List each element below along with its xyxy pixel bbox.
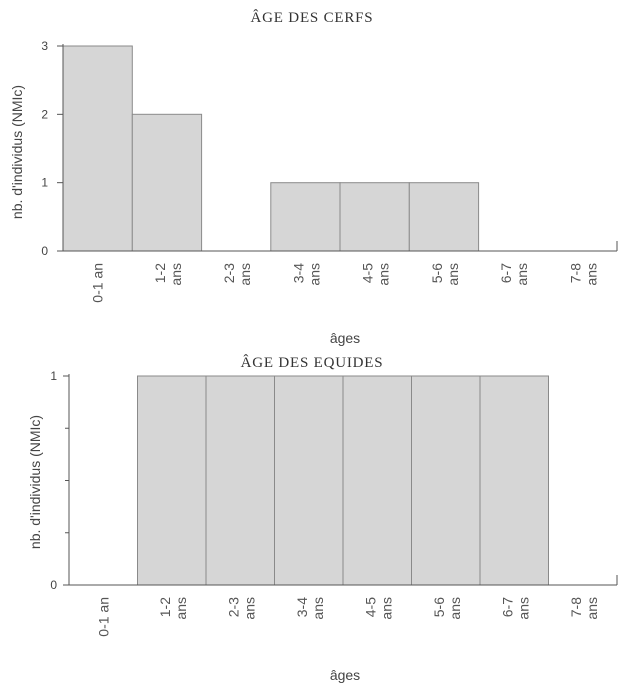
axes: 010-1 an 1-2ans 2-3ans 3-4ans 4-5ans 5-6ans 6-… — [50, 369, 618, 637]
x-tick-label-line: ans — [445, 263, 461, 286]
x-tick-label-line: 3-4 — [290, 263, 306, 283]
bar — [342, 375, 412, 586]
x-tick-label-line: ans — [514, 263, 530, 286]
x-tick-label-line: 6-7 — [498, 263, 514, 283]
x-tick-label-line: ans — [447, 597, 463, 620]
x-tick-label-line: 2-3 — [221, 263, 237, 283]
x-tick-label-line: 7-8 — [568, 597, 584, 617]
x-tick-label-line: ans — [378, 597, 394, 620]
chart-equides: ÂGE DES EQUIDES nb. d'individus (NMIc) â… — [27, 354, 618, 683]
bar — [137, 375, 207, 586]
x-tick-label-line: ans — [376, 263, 392, 286]
bar-layer — [137, 375, 549, 586]
x-tick-label-line: ans — [168, 263, 184, 286]
x-tick-label-line: ans — [306, 263, 322, 286]
x-axis-label: âges — [330, 667, 360, 683]
x-tick-label-line: ans — [310, 597, 326, 620]
x-tick-label-line: ans — [173, 597, 189, 620]
x-tick-label: 5-6ans — [431, 597, 463, 620]
x-tick-label-line: ans — [241, 597, 257, 620]
bar — [339, 182, 410, 252]
bar — [270, 182, 341, 252]
y-axis-label: nb. d'individus (NMIc) — [9, 85, 25, 219]
bar — [274, 375, 344, 586]
x-tick-label-line: 3-4 — [294, 597, 310, 617]
x-tick-label: 3-4ans — [290, 263, 322, 286]
y-tick-label: 3 — [41, 39, 48, 53]
x-tick-label: 5-6ans — [429, 263, 461, 286]
x-tick-label-line: 0-1 an — [95, 597, 111, 637]
x-tick-label: 4-5ans — [360, 263, 392, 286]
x-tick-label: 2-3ans — [221, 263, 253, 286]
x-tick-label-line: ans — [237, 263, 253, 286]
x-tick-label-line: ans — [583, 263, 599, 286]
x-tick-label-line: 6-7 — [499, 597, 515, 617]
x-tick-label: 6-7ans — [499, 597, 531, 620]
x-tick-label-line: ans — [515, 597, 531, 620]
x-tick-label-line: 0-1 an — [90, 263, 106, 303]
x-tick-label-line: 4-5 — [362, 597, 378, 617]
bar — [131, 113, 203, 252]
y-tick-label: 0 — [41, 244, 48, 258]
x-tick-label-line: 5-6 — [431, 597, 447, 617]
x-axis-label: âges — [330, 330, 360, 346]
bar — [411, 375, 481, 586]
x-tick-label: 1-2ans — [157, 597, 189, 620]
bar — [205, 375, 275, 586]
x-tick-label-line: 1-2 — [157, 597, 173, 617]
chart-title: ÂGE DES EQUIDES — [241, 354, 384, 371]
bar — [408, 182, 480, 252]
bar — [479, 375, 549, 586]
x-tick-label: 7-8ans — [567, 263, 599, 286]
x-tick-label: 7-8ans — [568, 597, 600, 620]
x-tick-label-line: 4-5 — [360, 263, 376, 283]
x-tick-label: 3-4ans — [294, 597, 326, 620]
y-axis-label: nb. d'individus (NMIc) — [27, 415, 43, 549]
x-tick-label: 0-1 an — [95, 597, 111, 637]
x-tick-label: 4-5ans — [362, 597, 394, 620]
x-tick-label-line: 1-2 — [152, 263, 168, 283]
chart-title: ÂGE DES CERFS — [251, 9, 374, 26]
x-tick-label-line: ans — [584, 597, 600, 620]
x-tick-label-line: 7-8 — [567, 263, 583, 283]
x-tick-label: 0-1 an — [90, 263, 106, 303]
x-tick-label-line: 2-3 — [225, 597, 241, 617]
x-tick-label: 2-3ans — [225, 597, 257, 620]
x-tick-label: 1-2ans — [152, 263, 184, 286]
y-tick-label: 1 — [41, 176, 48, 190]
y-tick-label: 2 — [41, 107, 48, 121]
bar — [62, 45, 133, 252]
x-tick-label: 6-7ans — [498, 263, 530, 286]
chart-cerfs: ÂGE DES CERFS nb. d'individus (NMIc) âge… — [9, 9, 618, 346]
bar-layer — [62, 45, 480, 252]
x-tick-label-line: 5-6 — [429, 263, 445, 283]
y-tick-label: 0 — [50, 578, 57, 592]
y-tick-label: 1 — [50, 369, 57, 383]
